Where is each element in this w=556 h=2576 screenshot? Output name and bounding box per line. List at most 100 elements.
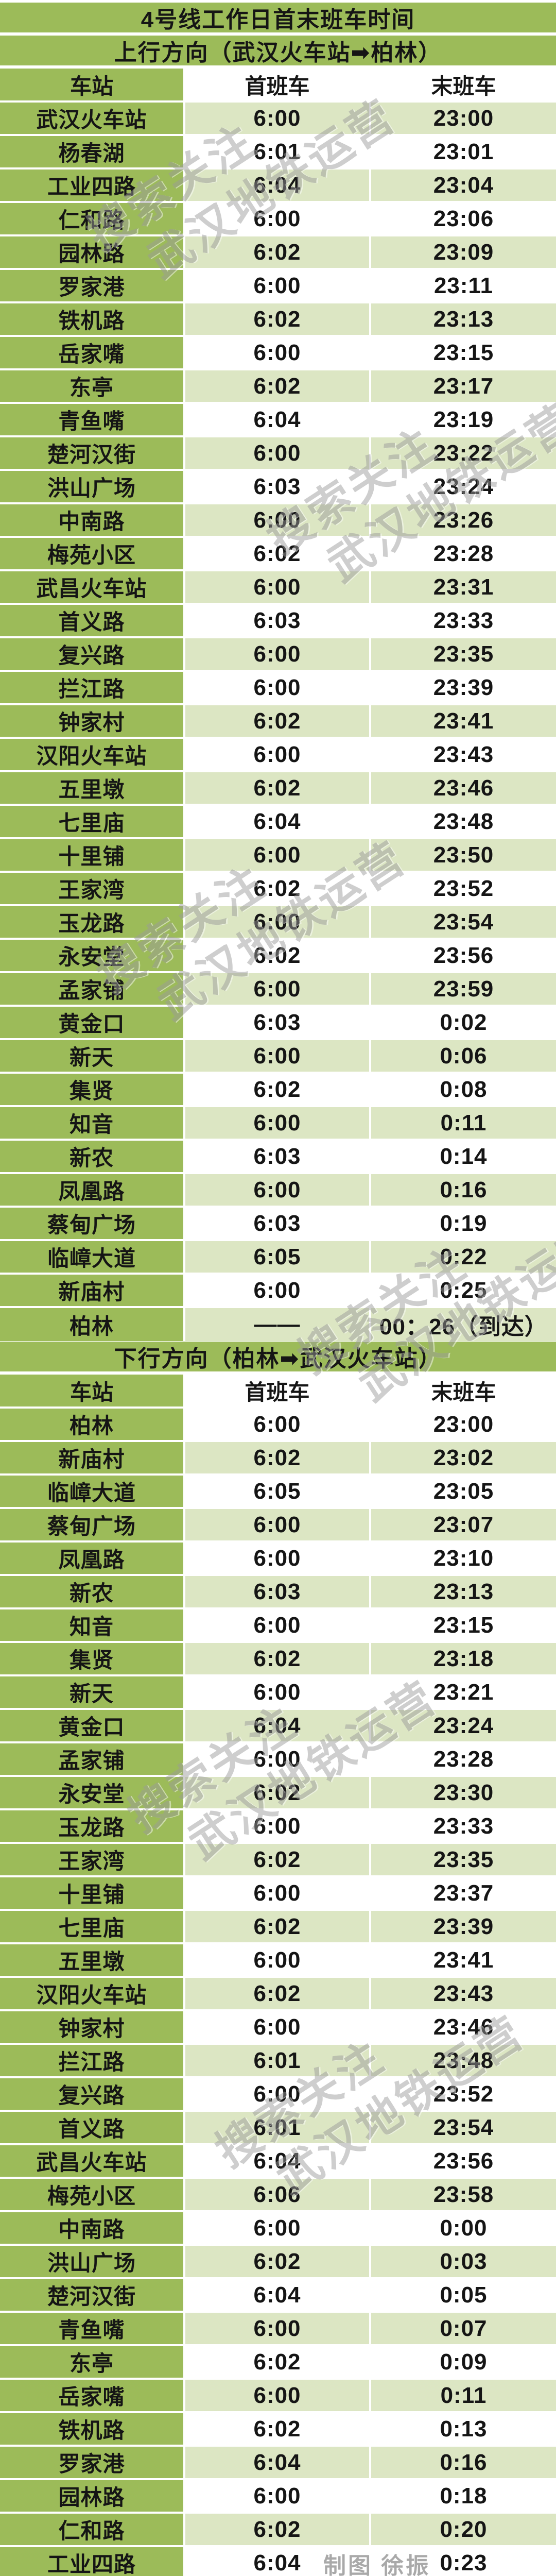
table-row: 孟家铺 6:00 23:59 bbox=[0, 973, 556, 1005]
table-row: 凤凰路 6:00 0:16 bbox=[0, 1174, 556, 1206]
station-name: 东亭 bbox=[0, 2346, 183, 2378]
first-train-time: 6:00 bbox=[185, 1174, 369, 1206]
first-train-time: 6:03 bbox=[185, 1141, 369, 1172]
last-train-time: 0:08 bbox=[371, 1074, 556, 1105]
last-train-time: 23:33 bbox=[371, 605, 556, 636]
first-train-time: 6:01 bbox=[185, 2112, 369, 2143]
station-name: 岳家嘴 bbox=[0, 2380, 183, 2411]
table-row: 青鱼嘴 6:04 23:19 bbox=[0, 404, 556, 435]
last-train-time: 23:54 bbox=[371, 906, 556, 938]
station-name: 东亭 bbox=[0, 370, 183, 402]
station-name: 集贤 bbox=[0, 1074, 183, 1105]
first-train-column-header: 首班车 bbox=[185, 69, 369, 100]
station-name: 拦江路 bbox=[0, 2045, 183, 2076]
last-train-time: 23:46 bbox=[371, 2011, 556, 2043]
last-train-time: 23:35 bbox=[371, 638, 556, 670]
last-train-time: 23:05 bbox=[371, 1476, 556, 1507]
table-row: 七里庙 6:02 23:39 bbox=[0, 1911, 556, 1942]
table-row: 梅苑小区 6:06 23:58 bbox=[0, 2179, 556, 2210]
last-train-time: 23:21 bbox=[371, 1676, 556, 1708]
first-train-time: 6:00 bbox=[185, 103, 369, 134]
station-column-header: 车站 bbox=[0, 1375, 183, 1406]
station-name: 楚河汉街 bbox=[0, 437, 183, 469]
last-train-time: 0:06 bbox=[371, 1040, 556, 1072]
last-train-time: 23:15 bbox=[371, 1609, 556, 1641]
first-train-time: 6:00 bbox=[185, 270, 369, 301]
table-row: 园林路 6:02 23:09 bbox=[0, 236, 556, 268]
station-name: 知音 bbox=[0, 1107, 183, 1139]
table-row: 黄金口 6:04 23:24 bbox=[0, 1710, 556, 1741]
first-train-time: 6:02 bbox=[185, 1777, 369, 1808]
station-name: 玉龙路 bbox=[0, 1810, 183, 1842]
station-name: 凤凰路 bbox=[0, 1174, 183, 1206]
first-train-time: 6:03 bbox=[185, 1007, 369, 1038]
last-train-time: 23:52 bbox=[371, 2078, 556, 2110]
first-train-time: 6:00 bbox=[185, 1275, 369, 1306]
first-train-time: 6:00 bbox=[185, 1676, 369, 1708]
table-row: 杨春湖 6:01 23:01 bbox=[0, 136, 556, 167]
station-name: 七里庙 bbox=[0, 806, 183, 837]
last-train-time: 23:00 bbox=[371, 103, 556, 134]
first-train-time: 6:04 bbox=[185, 2447, 369, 2478]
first-train-time: 6:02 bbox=[185, 1911, 369, 1942]
direction-header-down: 下行方向（柏林➡武汉火车站） bbox=[0, 1342, 556, 1371]
last-train-time: 23:09 bbox=[371, 236, 556, 268]
station-name: 玉龙路 bbox=[0, 906, 183, 938]
station-name: 复兴路 bbox=[0, 2078, 183, 2110]
station-name: 临嶂大道 bbox=[0, 1241, 183, 1273]
station-name: 中南路 bbox=[0, 504, 183, 536]
station-name: 永安堂 bbox=[0, 940, 183, 971]
station-name: 复兴路 bbox=[0, 638, 183, 670]
last-train-time: 0:23 bbox=[371, 2547, 556, 2576]
station-name: 孟家铺 bbox=[0, 1743, 183, 1775]
last-train-time: 0:16 bbox=[371, 1174, 556, 1206]
first-train-time: 6:00 bbox=[185, 1810, 369, 1842]
last-train-time: 00：26（到达） bbox=[371, 1308, 556, 1341]
first-train-time: 6:02 bbox=[185, 873, 369, 904]
first-train-time: 6:00 bbox=[185, 2011, 369, 2043]
table-row: 临嶂大道 6:05 0:22 bbox=[0, 1241, 556, 1273]
table-row: 楚河汉街 6:04 0:05 bbox=[0, 2279, 556, 2311]
first-train-time: 6:00 bbox=[185, 638, 369, 670]
first-train-time: 6:03 bbox=[185, 471, 369, 502]
last-train-time: 23:46 bbox=[371, 772, 556, 804]
station-column-header: 车站 bbox=[0, 69, 183, 100]
table-row: 岳家嘴 6:00 0:11 bbox=[0, 2380, 556, 2411]
last-train-time: 23:00 bbox=[371, 1409, 556, 1440]
station-name: 孟家铺 bbox=[0, 973, 183, 1005]
first-train-time: 6:01 bbox=[185, 136, 369, 167]
last-train-time: 0:25 bbox=[371, 1275, 556, 1306]
last-train-time: 23:28 bbox=[371, 538, 556, 569]
last-train-time: 23:41 bbox=[371, 705, 556, 737]
table-row: 工业四路 6:04 0:23 bbox=[0, 2547, 556, 2576]
first-train-time: 6:05 bbox=[185, 1241, 369, 1273]
last-train-time: 23:28 bbox=[371, 1743, 556, 1775]
first-train-time: 6:04 bbox=[185, 2547, 369, 2576]
table-row: 复兴路 6:00 23:35 bbox=[0, 638, 556, 670]
last-train-time: 23:02 bbox=[371, 1442, 556, 1473]
first-train-column-header: 首班车 bbox=[185, 1375, 369, 1406]
first-train-time: 6:02 bbox=[185, 1978, 369, 2009]
last-train-time: 23:31 bbox=[371, 571, 556, 603]
last-train-time: 23:11 bbox=[371, 270, 556, 301]
first-train-time: 6:00 bbox=[185, 337, 369, 368]
station-name: 中南路 bbox=[0, 2212, 183, 2244]
table-row: 蔡甸广场 6:00 23:07 bbox=[0, 1509, 556, 1540]
table-row: 柏林 —— 00：26（到达） bbox=[0, 1308, 556, 1341]
station-name: 五里墩 bbox=[0, 1944, 183, 1976]
last-train-time: 0:22 bbox=[371, 1241, 556, 1273]
table-row: 汉阳火车站 6:00 23:43 bbox=[0, 739, 556, 770]
first-train-time: 6:01 bbox=[185, 2045, 369, 2076]
station-name: 五里墩 bbox=[0, 772, 183, 804]
first-train-time: 6:02 bbox=[185, 1643, 369, 1674]
station-name: 罗家港 bbox=[0, 2447, 183, 2478]
direction-header-up: 上行方向（武汉火车站➡柏林） bbox=[0, 36, 556, 65]
first-train-time: 6:00 bbox=[185, 906, 369, 938]
station-name: 武昌火车站 bbox=[0, 2145, 183, 2177]
table-row: 铁机路 6:02 0:13 bbox=[0, 2413, 556, 2445]
first-train-time: 6:05 bbox=[185, 1476, 369, 1507]
first-train-time: 6:06 bbox=[185, 2179, 369, 2210]
last-train-time: 23:43 bbox=[371, 739, 556, 770]
first-train-time: 6:04 bbox=[185, 806, 369, 837]
station-name: 岳家嘴 bbox=[0, 337, 183, 368]
